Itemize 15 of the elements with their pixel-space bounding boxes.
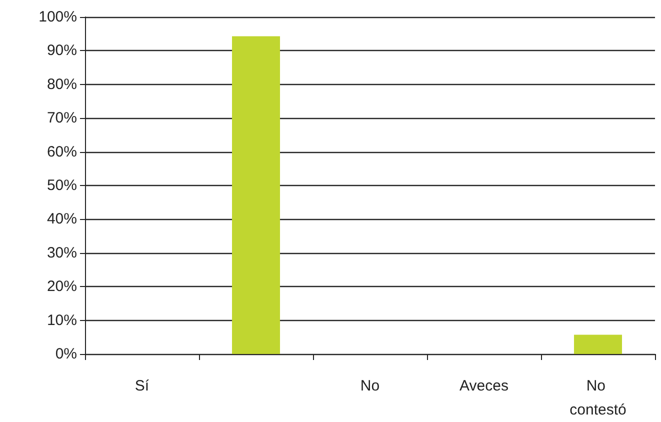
y-tick-label: 0%: [55, 346, 77, 362]
x-tick-label: Aveces: [460, 378, 508, 394]
x-tick-label: Sí: [134, 378, 150, 394]
x-tick-label: No contestó: [570, 378, 626, 418]
y-tick-label: 60%: [46, 143, 77, 160]
x-tick-label: No: [360, 378, 380, 394]
y-tick-label: 30%: [46, 244, 77, 262]
y-tick-label: 10%: [46, 312, 77, 329]
y-tick-label: 90%: [46, 42, 77, 60]
y-tick-label: 70%: [46, 110, 77, 127]
y-tick-label: 100%: [38, 8, 77, 26]
y-tick-label: 20%: [46, 278, 77, 296]
y-tick-label: 40%: [46, 210, 77, 228]
y-tick-label: 80%: [46, 76, 77, 93]
y-tick-label: 50%: [46, 177, 77, 194]
